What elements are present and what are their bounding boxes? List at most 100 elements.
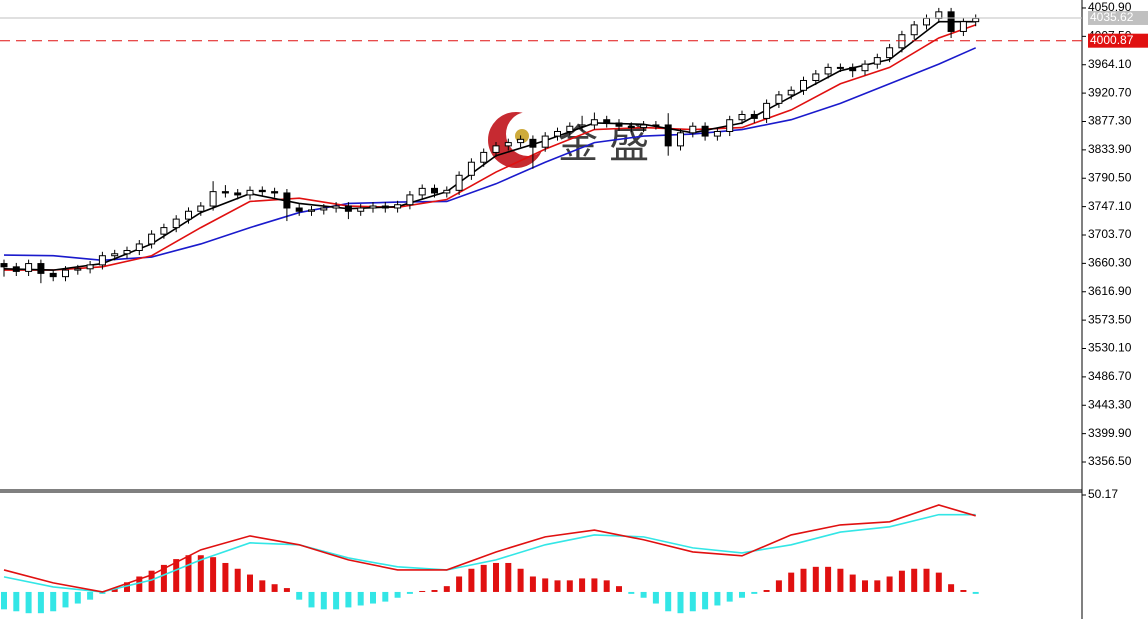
candle-body	[861, 63, 869, 72]
histogram-bar	[923, 568, 930, 592]
candle-body	[578, 124, 586, 127]
histogram-bar	[136, 576, 143, 592]
y-tick-label: 4050.90	[1088, 0, 1132, 14]
histogram-bar	[603, 580, 610, 592]
candle-body	[972, 17, 980, 23]
histogram-bar	[886, 576, 893, 592]
indicator-line	[3, 513, 976, 593]
candle-body	[160, 227, 168, 235]
candle-body	[787, 89, 795, 96]
candle-body	[467, 161, 475, 176]
candle-body	[836, 66, 844, 69]
histogram-bar	[825, 566, 832, 592]
candle-body	[406, 194, 414, 206]
histogram-bar	[579, 578, 586, 592]
histogram-bar	[960, 590, 967, 592]
y-tick-label: 3703.70	[1088, 227, 1132, 241]
histogram-bar	[431, 590, 438, 592]
histogram-bar	[652, 591, 659, 604]
candle-body	[713, 130, 721, 137]
histogram-bar	[628, 591, 635, 594]
histogram-bar	[911, 568, 918, 592]
histogram-bar	[13, 591, 20, 612]
y-tick-label: 3833.90	[1088, 142, 1132, 156]
candle-body	[25, 263, 33, 272]
candle-body	[910, 24, 918, 36]
candle-body	[812, 73, 820, 81]
histogram-bar	[173, 559, 180, 592]
y-tick-label: 3486.70	[1088, 369, 1132, 383]
candle-body	[12, 266, 20, 272]
histogram-bar	[148, 570, 155, 592]
candle-body	[541, 135, 549, 148]
candle-body	[418, 187, 426, 196]
candle-body	[320, 207, 328, 211]
candle-body	[873, 57, 881, 65]
candle-body	[554, 130, 561, 137]
y-tick-label: 3964.10	[1088, 57, 1132, 71]
histogram-bar	[714, 591, 721, 606]
histogram-bar	[271, 584, 278, 592]
candle-body	[246, 189, 254, 196]
histogram-bar	[948, 584, 955, 592]
price-tag	[1088, 33, 1148, 48]
candle-body	[431, 187, 438, 194]
candle-body	[185, 210, 192, 220]
candle-body	[775, 94, 783, 104]
candle-body	[197, 205, 205, 212]
candle-body	[86, 264, 94, 270]
histogram-bar	[185, 555, 192, 592]
candle-body	[640, 124, 648, 129]
y-tick-label: 3920.70	[1088, 85, 1132, 99]
candle-body	[603, 119, 611, 124]
candle-body	[357, 207, 365, 212]
candle-body	[627, 125, 635, 129]
histogram-bar	[677, 591, 684, 614]
y-tick-label: 3530.10	[1088, 341, 1132, 355]
candle-body	[98, 255, 106, 266]
candle-body	[62, 269, 69, 278]
candle-body	[763, 102, 771, 119]
histogram-bar	[849, 574, 856, 592]
histogram-bar	[616, 586, 622, 592]
candle-body	[849, 66, 857, 72]
histogram-bar	[739, 591, 745, 598]
histogram-bar	[726, 591, 733, 602]
candle-body	[886, 47, 894, 59]
candle-body	[37, 263, 45, 274]
histogram-bar	[862, 580, 868, 592]
candle-body	[111, 253, 119, 257]
price-tag-label: 4000.87	[1090, 33, 1134, 47]
histogram-bar	[935, 572, 942, 592]
candle-body	[49, 272, 57, 278]
candle-body	[394, 204, 402, 209]
histogram-bar	[529, 576, 536, 592]
histogram-bar	[124, 582, 130, 592]
histogram-bar	[320, 591, 327, 610]
histogram-bar	[74, 591, 81, 604]
candle-body	[209, 191, 217, 207]
candle-body	[800, 79, 807, 91]
y-tick-label: 3573.50	[1088, 312, 1132, 326]
histogram-bar	[1, 591, 7, 610]
histogram-bar	[283, 588, 290, 592]
indicator-line	[4, 24, 976, 271]
candle-body	[590, 119, 598, 126]
candle-body	[959, 21, 967, 32]
histogram-bar	[111, 588, 118, 592]
candle-body	[615, 122, 623, 127]
candle-body	[947, 11, 955, 32]
candle-body	[135, 243, 143, 251]
y-tick-label: 50.17	[1088, 487, 1118, 501]
histogram-bar	[468, 568, 475, 592]
histogram-bar	[689, 591, 696, 612]
candle-body	[566, 125, 574, 132]
histogram-bar	[333, 591, 340, 610]
histogram-bar	[542, 578, 549, 592]
histogram-bar	[837, 568, 844, 592]
y-tick-label: 3660.30	[1088, 256, 1132, 270]
histogram-bar	[234, 568, 241, 592]
histogram-bar	[99, 591, 106, 594]
candle-body	[677, 132, 684, 147]
